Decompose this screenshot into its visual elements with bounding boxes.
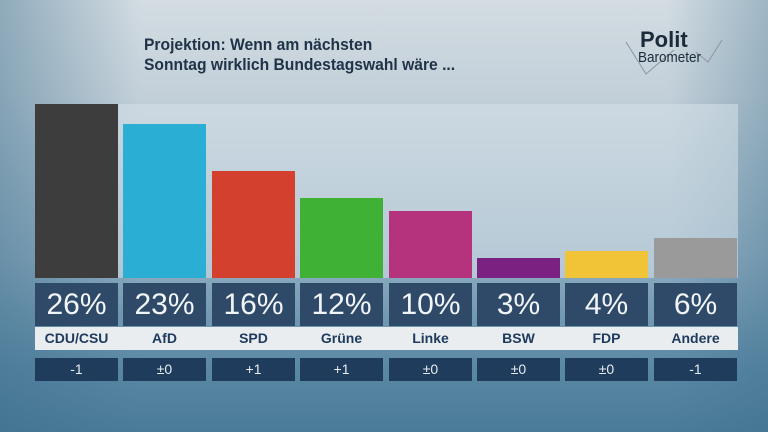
checkmark-icon [625,39,723,75]
value-label: 4% [565,283,648,326]
change-label: ±0 [389,358,472,381]
value-label: 12% [300,283,383,326]
change-label: -1 [35,358,118,381]
bar-4 [389,211,472,278]
value-label: 23% [123,283,206,326]
category-label: Andere [654,327,737,350]
party-name-strip [35,327,738,350]
bar-7 [654,237,737,278]
value-label: 10% [389,283,472,326]
change-label: ±0 [477,358,560,381]
category-label: Linke [389,327,472,350]
value-label: 16% [212,283,295,326]
chart-title: Projektion: Wenn am nächsten Sonntag wir… [144,35,455,75]
category-label: SPD [212,327,295,350]
category-label: AfD [123,327,206,350]
logo-barometer: Barometer [638,49,702,66]
value-label: 26% [35,283,118,326]
change-label: +1 [300,358,383,381]
title-line-2: Sonntag wirklich Bundestagswahl wäre ... [144,55,456,74]
bar-1 [123,124,206,278]
politbarometer-logo: Polit Barometer [622,27,732,76]
category-label: BSW [477,327,560,350]
bar-3 [300,197,383,278]
value-label: 6% [654,283,737,326]
category-label: Grüne [300,327,383,350]
title-line-1: Projektion: Wenn am nächsten [144,35,373,54]
change-label: -1 [654,358,737,381]
bar-2 [212,170,295,278]
change-label: ±0 [123,358,206,381]
category-label: CDU/CSU [35,327,118,350]
logo-polit: Polit [640,27,688,52]
change-label: ±0 [565,358,648,381]
bar-0 [35,104,118,278]
bar-6 [565,251,648,278]
change-label: +1 [212,358,295,381]
bar-5 [477,257,560,278]
value-label: 3% [477,283,560,326]
category-label: FDP [565,327,648,350]
